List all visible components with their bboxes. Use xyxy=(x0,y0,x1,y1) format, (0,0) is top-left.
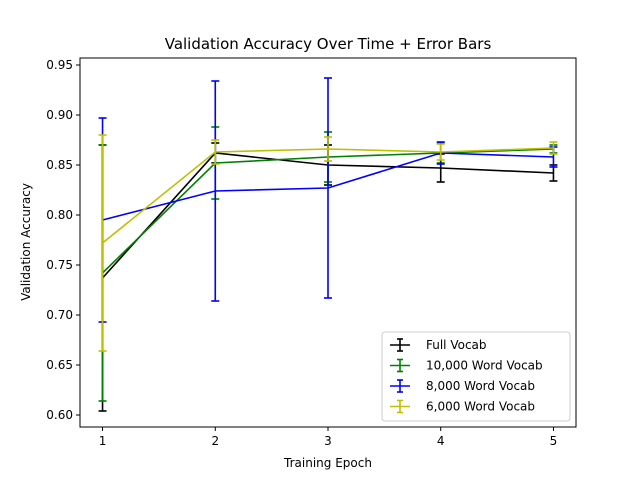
x-axis-label: Training Epoch xyxy=(283,456,372,470)
x-tick-label: 3 xyxy=(324,434,332,448)
y-tick-label: 0.90 xyxy=(46,108,73,122)
legend-item: Full Vocab xyxy=(390,338,487,352)
plot-area xyxy=(98,77,558,412)
legend-item: 8,000 Word Vocab xyxy=(390,379,535,393)
x-tick-label: 4 xyxy=(437,434,445,448)
legend-item: 6,000 Word Vocab xyxy=(390,400,535,414)
x-tick-label: 2 xyxy=(211,434,219,448)
y-tick-label: 0.70 xyxy=(46,308,73,322)
y-tick-label: 0.80 xyxy=(46,208,73,222)
y-axis: 0.60 0.65 0.70 0.75 0.80 0.85 0.90 0.95 xyxy=(46,58,80,422)
legend-label: Full Vocab xyxy=(426,338,487,352)
y-tick-label: 0.75 xyxy=(46,258,73,272)
legend-label: 10,000 Word Vocab xyxy=(426,359,543,373)
y-tick-label: 0.95 xyxy=(46,58,73,72)
x-tick-label: 1 xyxy=(99,434,107,448)
legend-box xyxy=(381,331,571,422)
series-layer xyxy=(98,77,558,412)
y-axis-label: Validation Accuracy xyxy=(19,183,33,301)
y-tick-label: 0.65 xyxy=(46,358,73,372)
legend-label: 6,000 Word Vocab xyxy=(426,400,535,414)
legend-item: 10,000 Word Vocab xyxy=(390,359,543,373)
y-tick-label: 0.60 xyxy=(46,408,73,422)
y-tick-label: 0.85 xyxy=(46,158,73,172)
x-axis: 1 2 3 4 5 xyxy=(99,427,558,448)
series-3 xyxy=(98,134,558,352)
chart-title: Validation Accuracy Over Time + Error Ba… xyxy=(165,35,492,53)
legend-label: 8,000 Word Vocab xyxy=(426,379,535,393)
legend: Full Vocab 10,000 Word Vocab 8,000 Word Vo… xyxy=(381,331,571,422)
x-tick-label: 5 xyxy=(550,434,558,448)
